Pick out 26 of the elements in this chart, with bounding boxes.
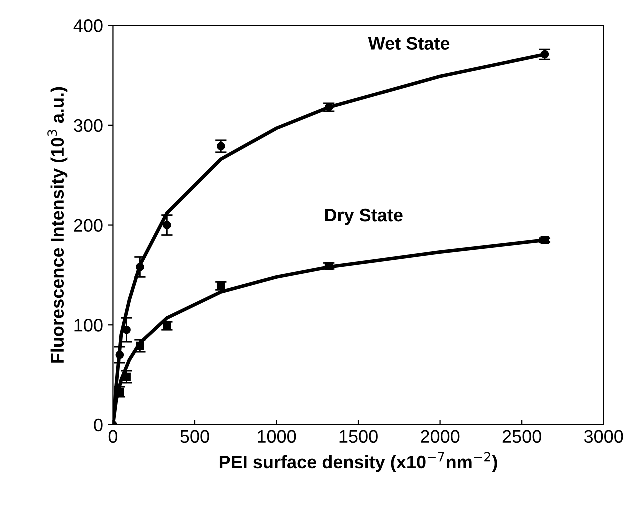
point (163, 322, 172, 330)
x-tick-label: 1500 (340, 430, 378, 444)
x-tick-label: 2500 (502, 430, 542, 444)
x-tick-label: 1000 (258, 430, 296, 444)
x-tick-label: 2000 (421, 430, 460, 444)
point (163, 221, 172, 230)
x-tick-label: 0 (108, 430, 118, 444)
x-tick-label: 500 (180, 430, 210, 444)
y-tick-label: 200 (74, 219, 103, 232)
point (122, 372, 131, 382)
y-axis-title: Fluorescence Intensity (10$^{3}$ a.u.) (48, 87, 68, 363)
point (136, 342, 144, 350)
annotation: Dry State (325, 208, 403, 226)
x-tick-label: 3000 (584, 430, 624, 444)
point (540, 236, 550, 244)
y-tick-label: 400 (74, 20, 103, 32)
point (116, 350, 124, 360)
point (324, 262, 334, 270)
y-tick-label: 0 (94, 418, 103, 432)
point (216, 142, 226, 151)
y-tick-label: 300 (74, 119, 103, 132)
point (136, 263, 144, 272)
y-tick-label: 100 (74, 319, 103, 332)
annotation: Wet State (368, 37, 450, 50)
x-axis-title: PEI surface density (x10$^{−7}$nm$^{−2}$) (220, 452, 498, 472)
point (122, 326, 131, 334)
